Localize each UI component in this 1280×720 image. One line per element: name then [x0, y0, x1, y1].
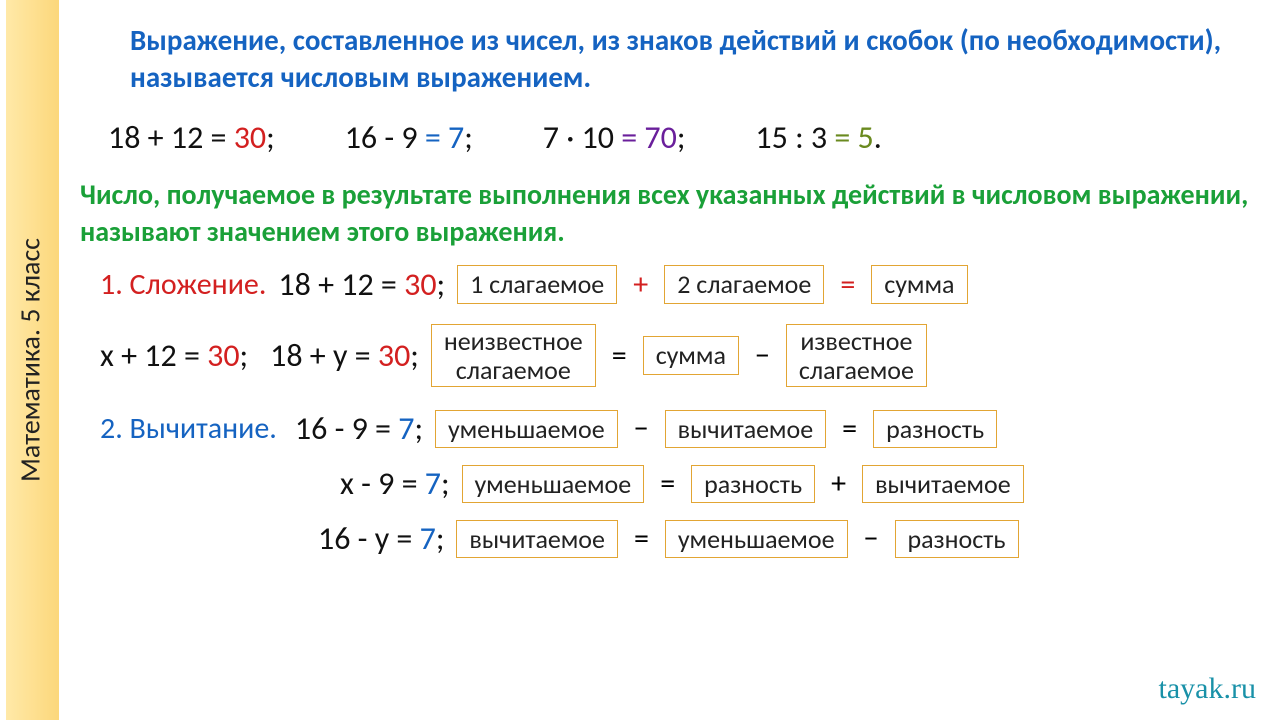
example-2-eq: = — [425, 118, 441, 157]
box-known-addend: известное слагаемое — [786, 324, 927, 387]
s2-r1-math: 16 - 9 = 7; — [295, 409, 423, 448]
example-3: 7 · 10 = 70; — [543, 118, 686, 157]
box-subtrahend-1: вычитаемое — [665, 410, 827, 449]
section-2-row-1: 2. Вычитание. 16 - 9 = 7; уменьшаемое − … — [100, 409, 1270, 448]
box-addend-2: 2 слагаемое — [664, 265, 824, 304]
signature: tayak.ru — [1159, 672, 1256, 706]
s1-sub-m1-lhs: x + 12 — [100, 336, 177, 375]
example-3-lhs: 7 · 10 — [543, 118, 614, 157]
s1-sub-m1-tail: ; — [240, 336, 249, 375]
s2-r2-rhs: 7 — [425, 464, 441, 503]
box-difference-2: разность — [691, 465, 815, 504]
section-1-subrow: x + 12 = 30; 18 + y = 30; неизвестное сл… — [100, 324, 1270, 387]
s2-r3-tail: ; — [436, 519, 445, 558]
s2-r1-lhs: 16 - 9 — [295, 409, 368, 448]
section-1-math: 18 + 12 = 30; — [278, 265, 445, 304]
op-eq-5: = — [630, 520, 653, 557]
section-2-title: 2. Вычитание. — [100, 410, 277, 447]
section-1-row: 1. Сложение. 18 + 12 = 30; 1 слагаемое +… — [100, 265, 1270, 304]
s2-r2-math: x - 9 = 7; — [340, 464, 450, 503]
op-minus-2: − — [630, 410, 653, 447]
example-3-tail: ; — [677, 118, 686, 157]
op-eq-4: = — [656, 465, 679, 502]
op-minus-1: − — [751, 337, 774, 374]
example-1-lhs: 18 + 12 — [108, 118, 203, 157]
op-minus-3: − — [860, 520, 883, 557]
sidebar: Математика. 5 класс — [0, 0, 60, 720]
box-difference-3: разность — [895, 520, 1019, 559]
s1-sub-m2-rhs: 30 — [378, 336, 410, 375]
s1-sub-m2: 18 + y = 30; — [270, 336, 419, 375]
s1-lhs: 18 + 12 — [278, 265, 373, 304]
s2-r3-rhs: 7 — [420, 519, 436, 558]
examples-row: 18 + 12 = 30; 16 - 9 = 7; 7 · 10 = 70; 1… — [108, 118, 1270, 157]
example-4-eq: = — [834, 118, 850, 157]
s1-rhs: 30 — [404, 265, 436, 304]
definition-2: Число, получаемое в результате выполнени… — [80, 177, 1260, 251]
example-2-lhs: 16 - 9 — [345, 118, 418, 157]
page: Математика. 5 класс Выражение, составлен… — [0, 0, 1280, 720]
box-minuend-3: уменьшаемое — [665, 520, 848, 559]
s2-r2-lhs: x - 9 — [340, 464, 394, 503]
op-equals: = — [836, 266, 859, 303]
box-subtrahend-3: вычитаемое — [456, 520, 618, 559]
s1-tail: ; — [437, 265, 446, 304]
example-1-tail: ; — [266, 118, 275, 157]
op-eq-2: = — [608, 337, 631, 374]
s1-sub-m2-tail: ; — [410, 336, 419, 375]
s2-r1-eq: = — [375, 409, 391, 448]
box-difference-1: разность — [873, 410, 997, 449]
box-sum-2: сумма — [643, 336, 739, 375]
s1-sub-m1-rhs: 30 — [207, 336, 239, 375]
example-2: 16 - 9 = 7; — [345, 118, 473, 157]
s2-r3-lhs: 16 - y — [318, 519, 389, 558]
box-known-addend-l2: слагаемое — [799, 354, 914, 386]
example-2-tail: ; — [464, 118, 473, 157]
example-1-eq: = — [211, 118, 227, 157]
box-addend-1: 1 слагаемое — [457, 265, 617, 304]
s2-r3-math: 16 - y = 7; — [318, 519, 444, 558]
example-1: 18 + 12 = 30; — [108, 118, 275, 157]
s1-eq: = — [381, 265, 397, 304]
sidebar-label: Математика. 5 класс — [12, 238, 47, 482]
s2-r2-eq: = — [402, 464, 418, 503]
example-4-tail: . — [874, 118, 882, 157]
example-1-rhs: 30 — [234, 118, 266, 157]
s2-r2-tail: ; — [441, 464, 450, 503]
definition-1: Выражение, составленное из чисел, из зна… — [130, 22, 1250, 96]
section-1-title: 1. Сложение. — [100, 266, 266, 303]
example-3-rhs: 70 — [644, 118, 676, 157]
box-unknown-addend-l2: слагаемое — [456, 354, 571, 386]
box-unknown-addend: неизвестное слагаемое — [431, 324, 596, 387]
s2-r3-eq: = — [396, 519, 412, 558]
s2-r1-rhs: 7 — [398, 409, 414, 448]
example-4-rhs: 5 — [858, 118, 874, 157]
example-4: 15 : 3 = 5. — [755, 118, 881, 157]
op-eq-3: = — [838, 410, 861, 447]
box-minuend-1: уменьшаемое — [435, 410, 618, 449]
example-4-lhs: 15 : 3 — [755, 118, 827, 157]
section-2-row-3: 16 - y = 7; вычитаемое = уменьшаемое − р… — [318, 519, 1270, 558]
s1-sub-m1-eq: = — [184, 336, 200, 375]
example-2-rhs: 7 — [448, 118, 464, 157]
s2-r1-tail: ; — [414, 409, 423, 448]
s1-sub-m1: x + 12 = 30; — [100, 336, 248, 375]
op-plus: + — [629, 266, 652, 303]
s1-sub-m2-eq: = — [355, 336, 371, 375]
op-plus-2: + — [827, 465, 850, 502]
section-2-row-2: x - 9 = 7; уменьшаемое = разность + вычи… — [340, 464, 1270, 503]
content: Выражение, составленное из чисел, из зна… — [80, 0, 1270, 720]
box-sum: сумма — [871, 265, 967, 304]
box-unknown-addend-l1: неизвестное — [444, 325, 583, 357]
box-minuend-2: уменьшаемое — [462, 465, 645, 504]
example-3-eq: = — [621, 118, 637, 157]
s1-sub-m2-lhs: 18 + y — [270, 336, 347, 375]
box-subtrahend-2: вычитаемое — [862, 465, 1024, 504]
box-known-addend-l1: известное — [800, 325, 912, 357]
